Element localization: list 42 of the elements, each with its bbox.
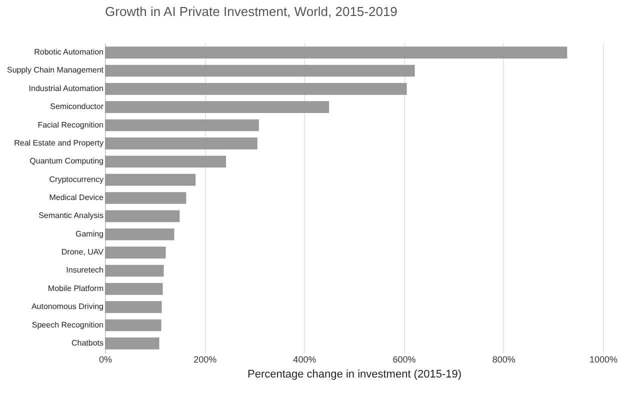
bar — [105, 246, 166, 258]
y-tick-label: Semiconductor — [50, 102, 104, 112]
bar — [105, 210, 180, 222]
x-tick-label: 800% — [492, 354, 516, 364]
y-tick-label: Medical Device — [49, 193, 104, 202]
x-tick-label: 1000% — [589, 354, 618, 364]
y-tick-label: Drone, UAV — [61, 248, 104, 257]
bar — [105, 319, 162, 332]
bar — [105, 46, 568, 58]
bar — [105, 174, 196, 186]
bar — [105, 156, 226, 168]
y-tick-label: Supply Chain Management — [6, 66, 104, 75]
x-tick-label: 200% — [194, 354, 217, 364]
y-tick-label: Chatbots — [71, 338, 104, 348]
chart-title: Growth in AI Private Investment, World, 2015-2019 — [105, 4, 398, 19]
y-tick-label: Facial Recognition — [38, 120, 104, 130]
y-tick-label: Insuretech — [66, 266, 104, 275]
x-tick-label: 0% — [98, 354, 112, 364]
x-tick-label: 400% — [293, 354, 316, 364]
bar — [105, 338, 160, 350]
y-tick-label: Cryptocurrency — [49, 174, 104, 184]
y-tick-label: Real Estate and Property — [14, 138, 104, 148]
x-tick-label: 600% — [392, 354, 416, 364]
y-tick-label: Mobile Platform — [48, 284, 104, 293]
x-axis-title: Percentage change in investment (2015-19) — [247, 368, 462, 380]
y-tick-label: Gaming — [75, 229, 104, 238]
bar — [105, 101, 330, 113]
y-tick-label: Semantic Analysis — [38, 211, 104, 220]
bar — [105, 301, 162, 313]
y-tick-label: Autonomous Driving — [31, 302, 104, 312]
bar — [105, 264, 164, 277]
bar — [105, 192, 186, 204]
bar — [105, 228, 174, 240]
y-tick-label: Speech Recognition — [32, 320, 104, 330]
bar — [105, 119, 259, 132]
bar — [105, 83, 407, 95]
bar — [105, 64, 415, 77]
y-tick-label: Robotic Automation — [34, 48, 104, 57]
y-tick-label: Quantum Computing — [30, 156, 104, 166]
y-tick-label: Industrial Automation — [28, 84, 104, 93]
bar — [105, 283, 163, 295]
bar — [105, 138, 258, 150]
